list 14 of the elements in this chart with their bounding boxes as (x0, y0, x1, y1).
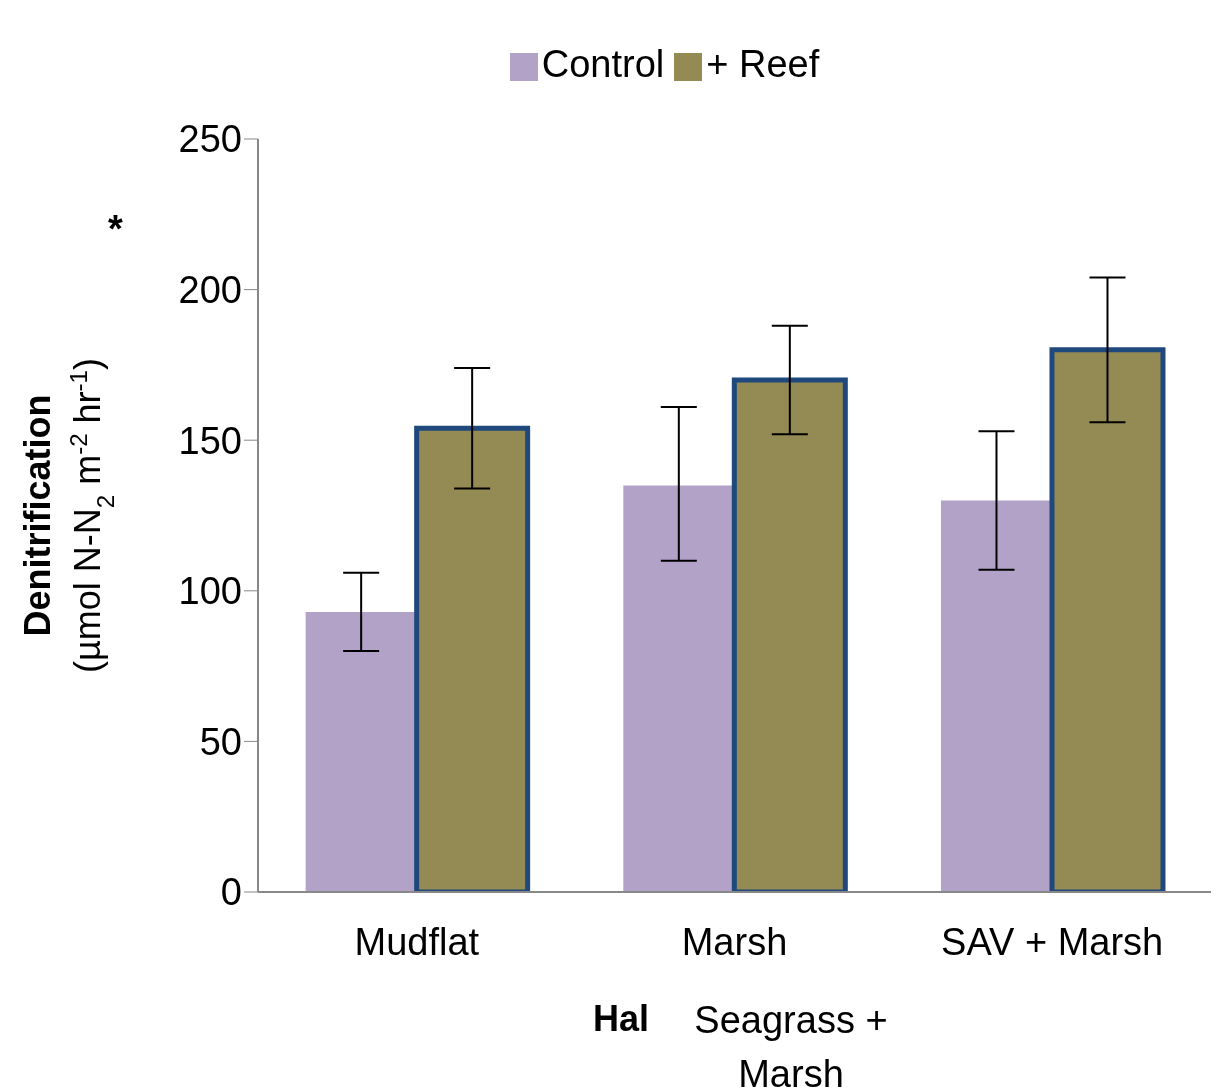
y-tick-label: 0 (220, 871, 242, 914)
x-tick-label: Mudflat (354, 920, 480, 963)
text: * (108, 208, 123, 251)
y-tick-label: 200 (178, 269, 242, 312)
x-tick-label: SAV + Marsh (941, 920, 1164, 963)
y-tick-label: 250 (178, 118, 242, 161)
legend-label: + Reef (706, 43, 820, 85)
x-tick-label: Marsh (681, 920, 788, 963)
y-tick-label: 50 (199, 720, 242, 763)
legend-label: Control (541, 43, 665, 85)
y-tick-label: 100 (178, 570, 242, 613)
y-tick-label: 150 (178, 419, 242, 462)
x-axis-title: Hal (593, 998, 650, 1040)
text: Seagrass + Marsh (693, 998, 889, 1092)
